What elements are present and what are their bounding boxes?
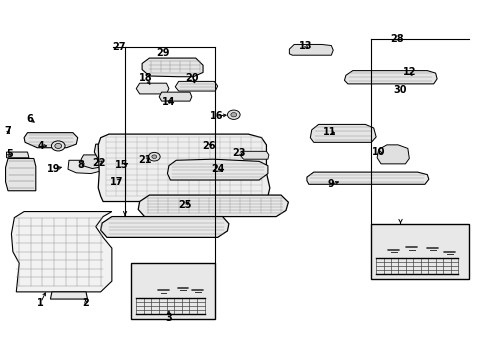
- Polygon shape: [114, 172, 145, 177]
- Polygon shape: [68, 160, 101, 174]
- Text: 18: 18: [139, 73, 153, 83]
- Circle shape: [227, 110, 240, 120]
- Text: 25: 25: [178, 200, 191, 210]
- Text: 3: 3: [165, 313, 172, 323]
- Polygon shape: [310, 125, 375, 142]
- Polygon shape: [136, 83, 168, 94]
- Text: 28: 28: [389, 35, 403, 44]
- Text: 11: 11: [323, 127, 336, 136]
- Polygon shape: [289, 44, 332, 55]
- Polygon shape: [344, 71, 436, 84]
- Text: 22: 22: [92, 158, 106, 168]
- Polygon shape: [11, 212, 112, 292]
- Polygon shape: [50, 292, 87, 299]
- Text: 12: 12: [402, 67, 415, 77]
- Polygon shape: [138, 195, 288, 217]
- Text: 7: 7: [4, 126, 11, 135]
- Circle shape: [148, 152, 160, 161]
- Polygon shape: [24, 133, 78, 148]
- Circle shape: [51, 141, 65, 151]
- Text: 19: 19: [46, 164, 60, 174]
- Polygon shape: [130, 159, 148, 165]
- Text: 21: 21: [138, 155, 151, 165]
- Bar: [370, 224, 468, 279]
- Text: 15: 15: [115, 160, 128, 170]
- Text: 20: 20: [185, 73, 198, 83]
- Polygon shape: [175, 81, 217, 91]
- Text: 17: 17: [110, 177, 123, 187]
- Text: 13: 13: [298, 41, 311, 50]
- Circle shape: [152, 155, 157, 158]
- Text: 24: 24: [210, 164, 224, 174]
- Text: 30: 30: [393, 85, 407, 95]
- Polygon shape: [5, 158, 36, 191]
- Text: 8: 8: [78, 160, 84, 170]
- Text: 27: 27: [112, 42, 125, 52]
- Text: 23: 23: [231, 148, 245, 158]
- Polygon shape: [142, 58, 203, 77]
- Bar: [131, 263, 215, 319]
- Text: 26: 26: [202, 141, 216, 151]
- Text: 4: 4: [37, 141, 44, 151]
- Polygon shape: [240, 151, 268, 159]
- Polygon shape: [98, 134, 269, 202]
- Polygon shape: [167, 159, 267, 180]
- Polygon shape: [94, 144, 131, 163]
- Polygon shape: [81, 155, 108, 168]
- Text: 9: 9: [327, 179, 334, 189]
- Text: 29: 29: [156, 48, 169, 58]
- Polygon shape: [101, 217, 228, 237]
- Polygon shape: [306, 172, 428, 184]
- Text: 14: 14: [162, 97, 175, 107]
- Text: 1: 1: [37, 298, 44, 308]
- Polygon shape: [6, 152, 29, 158]
- Text: 10: 10: [371, 147, 385, 157]
- Text: 6: 6: [26, 114, 33, 124]
- Text: 16: 16: [209, 111, 223, 121]
- Polygon shape: [159, 92, 191, 101]
- Circle shape: [230, 113, 236, 117]
- Polygon shape: [376, 145, 408, 164]
- Text: 5: 5: [6, 149, 13, 159]
- Circle shape: [55, 143, 61, 148]
- Text: 2: 2: [82, 298, 89, 308]
